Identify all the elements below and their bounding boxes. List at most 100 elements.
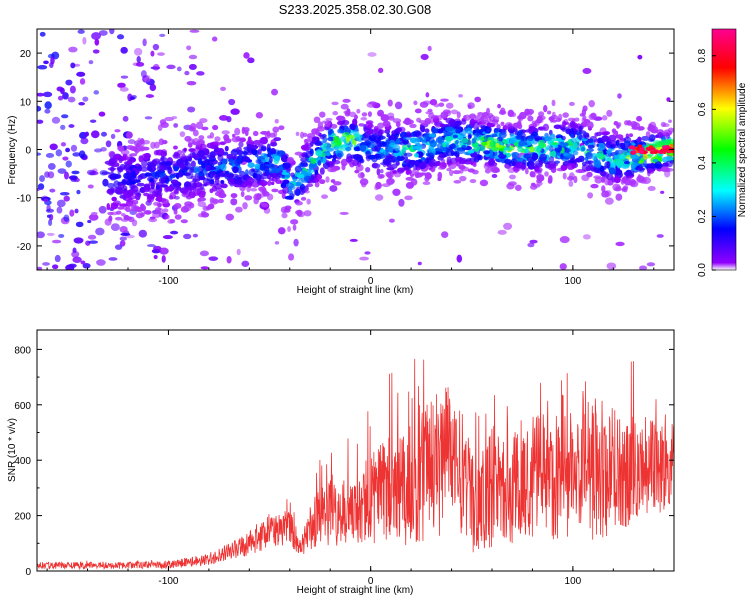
heatmap-cell (669, 143, 674, 148)
heatmap-cell (507, 123, 513, 130)
heatmap-cell (471, 121, 480, 130)
heatmap-cell (260, 131, 269, 135)
heatmap-cell (80, 260, 86, 265)
heatmap-cell (582, 67, 592, 75)
heatmap-cell (192, 138, 201, 146)
heatmap-cell (243, 52, 250, 59)
heatmap-cell (251, 144, 259, 150)
heatmap-cell (78, 101, 85, 106)
heatmap-cell (358, 123, 365, 127)
heatmap-cell (88, 60, 94, 65)
heatmap-cell (349, 238, 358, 242)
snr-xlabel: Height of straight line (km) (297, 585, 414, 596)
heatmap-cell (82, 96, 89, 102)
heatmap-cell (359, 256, 369, 261)
colorbar-ticks: 0.0 0.2 0.4 0.6 0.8 (697, 48, 716, 277)
heatmap-cell (651, 128, 658, 134)
heatmap-cell (479, 124, 486, 129)
heatmap-cell (281, 212, 288, 219)
heatmap-cell (100, 147, 107, 152)
heatmap-cell (199, 118, 208, 123)
heatmap-cell (317, 160, 322, 166)
heatmap-cell (82, 36, 87, 45)
heatmap-cell (582, 134, 590, 139)
heatmap-cell (361, 182, 367, 188)
heatmap-cell (149, 177, 155, 183)
heatmap-cell (588, 100, 595, 108)
heatmap-cell (546, 144, 551, 151)
heatmap-cell (68, 263, 77, 268)
heatmap-cell (51, 116, 61, 124)
heatmap-cell (585, 151, 594, 160)
heatmap-cell (72, 256, 82, 264)
heatmap-cell (246, 184, 251, 193)
heatmap-cell (196, 71, 205, 76)
heatmap-cell (214, 191, 223, 197)
heatmap-cell (614, 150, 619, 156)
heatmap-cell (151, 158, 161, 165)
heatmap-cell (153, 141, 160, 149)
heatmap-cell (631, 150, 637, 154)
heatmap-cell (608, 167, 617, 175)
heatmap-cell (536, 179, 542, 184)
heatmap-cell (573, 124, 579, 132)
heatmap-cell (269, 163, 275, 168)
heatmap-cell (68, 175, 78, 180)
heatmap-cell (124, 216, 133, 220)
heatmap-cell (274, 119, 279, 124)
heatmap-cell (317, 174, 323, 181)
heatmap-cell (87, 184, 94, 189)
heatmap-cell (125, 131, 133, 139)
heatmap-cell (294, 165, 302, 173)
heatmap-cell (242, 202, 248, 210)
heatmap-cell (169, 173, 176, 179)
heatmap-cell (91, 211, 98, 216)
heatmap-cell (153, 245, 162, 251)
heatmap-cell (119, 86, 129, 92)
heatmap-cell (630, 120, 638, 128)
heatmap-cell (396, 155, 402, 162)
heatmap-cell (361, 112, 368, 117)
heatmap-cell (219, 141, 226, 146)
heatmap-cell (528, 164, 534, 169)
heatmap-cell (310, 159, 317, 164)
heatmap-cell (624, 180, 633, 186)
heatmap-cell (111, 196, 117, 202)
snr-ytick-label: 800 (14, 345, 31, 356)
heatmap-cell (527, 115, 534, 122)
heatmap-cell (198, 135, 205, 141)
heatmap-cell (108, 257, 118, 261)
heatmap-cell (610, 144, 616, 149)
heatmap-cell (513, 159, 518, 164)
heatmap-cell (523, 153, 532, 159)
heatmap-cell (420, 156, 426, 161)
heatmap-cell (574, 117, 580, 122)
heatmap-cell (606, 109, 613, 117)
heatmap-cell (657, 132, 664, 139)
heatmap-cell (123, 194, 131, 199)
heatmap-cell (543, 104, 548, 113)
heatmap-cell (449, 169, 454, 177)
heatmap-cell (117, 145, 125, 152)
heatmap-cell (269, 142, 278, 147)
heatmap-cell (466, 157, 472, 162)
heatmap-cell (231, 133, 236, 138)
heatmap-cell (208, 166, 217, 171)
heatmap-cell (250, 168, 255, 173)
heatmap-cell (188, 63, 197, 71)
heatmap-cell (61, 114, 69, 119)
heatmap-cell (359, 144, 367, 152)
heatmap-cell (75, 221, 84, 228)
heatmap-cell (456, 149, 466, 155)
heatmap-cell (352, 153, 362, 161)
heatmap-cell (235, 178, 244, 186)
heatmap-cell (458, 158, 466, 165)
heatmap-cell (606, 161, 611, 169)
heatmap-cell (37, 152, 42, 156)
heatmap-cell (617, 93, 622, 99)
heatmap-cell (269, 132, 276, 138)
heatmap-cell (453, 179, 462, 184)
heatmap-cell (660, 166, 670, 172)
heatmap-cell (150, 50, 155, 57)
heatmap-cell (427, 152, 435, 160)
